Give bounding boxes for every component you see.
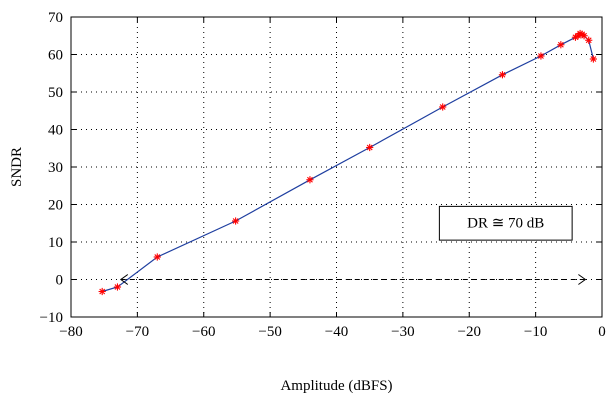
grid-lines (71, 17, 602, 317)
arrow-head-right (578, 274, 587, 285)
x-tick-label: −70 (126, 324, 149, 340)
series-layer (98, 29, 597, 296)
data-point-marker (98, 287, 106, 296)
y-tick-label: 20 (48, 198, 63, 214)
data-point-marker (366, 143, 374, 152)
x-tick-label: −60 (192, 324, 215, 340)
x-tick-label: −50 (258, 324, 281, 340)
series-line (102, 32, 594, 293)
dr-annotation-box (438, 205, 573, 241)
y-tick-label: 70 (48, 10, 63, 26)
data-point-marker (153, 253, 161, 261)
x-tick-label: 0 (598, 324, 606, 340)
y-axis-label: SNDR (9, 147, 25, 187)
data-point-marker (306, 176, 314, 184)
y-tick-label: −10 (40, 310, 63, 326)
dr-annotation-text: DR ≅ 70 dB (467, 216, 544, 232)
data-point-marker (580, 32, 588, 40)
axis-ticks (70, 16, 603, 318)
x-tick-labels: −80 −70 −60 −50 −40 −30 −20 −10 0 (59, 324, 605, 340)
x-axis-label: Amplitude (dBFS) (280, 378, 392, 394)
annotation-layer: DR ≅ 70 dB (119, 205, 587, 285)
data-point-marker (113, 283, 122, 291)
data-point-marker (439, 103, 447, 111)
x-tick-label: −30 (391, 324, 414, 340)
data-point-marker (232, 217, 240, 225)
x-tick-label: −20 (458, 324, 481, 340)
x-tick-label: −80 (59, 324, 82, 340)
y-tick-label: 50 (48, 85, 63, 101)
x-tick-label: −10 (524, 324, 547, 340)
y-tick-label: 60 (48, 48, 63, 64)
data-point-marker (589, 55, 597, 63)
y-tick-label: 10 (48, 235, 63, 251)
y-tick-label: 0 (56, 273, 64, 289)
data-point-marker (537, 52, 545, 60)
data-point-marker (498, 71, 507, 79)
y-tick-label: 40 (48, 123, 63, 139)
arrow-head-left (119, 274, 129, 285)
y-tick-label: 30 (48, 160, 63, 176)
y-tick-labels: −10 0 10 20 30 40 50 60 70 (40, 10, 63, 326)
data-point-marker (557, 41, 565, 49)
data-point-marker (585, 36, 593, 44)
x-tick-label: −40 (325, 324, 348, 340)
